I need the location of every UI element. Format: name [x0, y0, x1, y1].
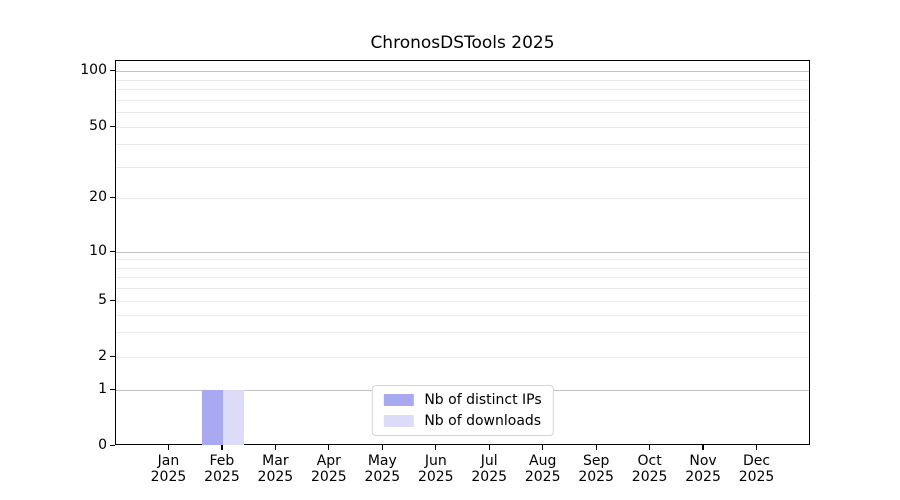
y-tick-label: 10: [89, 243, 107, 259]
minor-gridline: [116, 112, 809, 114]
x-tick-month: Nov: [689, 453, 717, 469]
y-tick-label: 20: [89, 189, 107, 205]
x-tick-label: Mar 2025: [243, 453, 307, 485]
x-tick-label: May 2025: [350, 453, 414, 485]
minor-gridline: [116, 144, 809, 146]
legend-label-downloads: Nb of downloads: [424, 413, 542, 429]
y-gridline: [116, 301, 809, 302]
y-tick-mark: [110, 355, 115, 357]
x-tick-year: 2025: [150, 469, 187, 485]
x-tick-mark: [274, 445, 277, 450]
x-tick-label: Aug 2025: [511, 453, 575, 485]
x-tick-year: 2025: [738, 469, 775, 485]
x-tick-mark: [542, 445, 544, 450]
x-tick-mark: [328, 445, 330, 450]
x-tick-year: 2025: [685, 469, 721, 485]
minor-gridline: [116, 259, 809, 261]
chart-title: ChronosDSTools 2025: [370, 33, 555, 53]
x-tick-year: 2025: [204, 469, 240, 485]
y-tick-label: 100: [80, 62, 107, 78]
y-tick-label: 5: [98, 292, 107, 308]
y-tick-mark: [110, 444, 115, 446]
plot-area: Nb of distinct IPs Nb of downloads: [115, 60, 810, 445]
x-tick-year: 2025: [524, 469, 561, 485]
x-tick-year: 2025: [257, 469, 294, 485]
x-tick-label: Feb 2025: [190, 453, 254, 485]
x-tick-month: Feb: [209, 453, 235, 469]
minor-gridline: [116, 277, 809, 279]
y-gridline: [116, 198, 809, 199]
x-tick-year: 2025: [311, 469, 347, 485]
x-tick-mark: [488, 445, 490, 450]
legend-swatch-downloads-icon: [383, 415, 414, 427]
bar-downloads: [222, 390, 245, 445]
y-tick-mark: [110, 69, 115, 71]
x-tick-year: 2025: [471, 469, 508, 485]
y-tick-mark: [110, 388, 115, 390]
x-tick-label: Jan 2025: [136, 453, 200, 485]
x-tick-mark: [167, 445, 170, 450]
x-tick-month: Jun: [424, 453, 447, 469]
legend-label-distinct-ips: Nb of distinct IPs: [424, 392, 542, 408]
legend-swatch-distinct-ips-icon: [383, 394, 414, 406]
legend: Nb of distinct IPs Nb of downloads: [371, 385, 554, 436]
x-tick-month: Sep: [582, 453, 610, 469]
y-gridline: [116, 127, 809, 128]
legend-entry-distinct-ips: Nb of distinct IPs: [383, 392, 542, 408]
bar-distinct-ips: [201, 390, 223, 445]
x-tick-month: Jan: [157, 453, 180, 469]
x-tick-year: 2025: [364, 469, 401, 485]
x-tick-month: Jul: [480, 453, 498, 469]
y-tick-mark: [110, 250, 115, 252]
minor-gridline: [116, 166, 809, 168]
legend-entry-downloads: Nb of downloads: [383, 413, 541, 429]
y-tick-mark: [110, 299, 115, 301]
x-tick-label: Jun 2025: [404, 453, 468, 485]
y-tick-mark: [110, 196, 115, 198]
x-tick-label: Sep 2025: [564, 453, 628, 485]
x-tick-mark: [755, 445, 758, 450]
x-tick-label: Apr 2025: [297, 453, 361, 485]
y-gridline: [116, 71, 809, 72]
minor-gridline: [116, 89, 809, 91]
x-tick-mark: [648, 445, 651, 450]
x-tick-month: Mar: [262, 453, 289, 469]
minor-gridline: [116, 99, 809, 101]
minor-gridline: [116, 267, 809, 269]
y-tick-label: 2: [98, 348, 107, 364]
minor-gridline: [116, 288, 809, 290]
y-gridline: [116, 252, 809, 253]
y-tick-label: 50: [89, 118, 107, 134]
minor-gridline: [116, 332, 809, 334]
x-tick-year: 2025: [417, 469, 454, 485]
x-tick-month: Oct: [637, 453, 662, 469]
x-tick-label: Jul 2025: [457, 453, 521, 485]
x-tick-label: Nov 2025: [671, 453, 735, 485]
x-tick-year: 2025: [578, 469, 614, 485]
x-tick-year: 2025: [631, 469, 668, 485]
y-gridline: [116, 357, 809, 358]
minor-gridline: [116, 314, 809, 316]
x-tick-mark: [381, 445, 383, 450]
x-tick-month: Apr: [316, 453, 341, 469]
x-tick-month: Dec: [742, 453, 771, 469]
y-tick-label: 0: [98, 437, 107, 453]
x-tick-label: Dec 2025: [725, 453, 789, 485]
x-tick-label: Oct 2025: [618, 453, 682, 485]
y-tick-label: 1: [98, 381, 107, 397]
y-tick-mark: [110, 125, 115, 127]
x-tick-month: May: [367, 453, 397, 469]
x-tick-month: Aug: [529, 453, 557, 469]
x-tick-mark: [221, 445, 223, 450]
x-tick-mark: [595, 445, 597, 450]
x-tick-mark: [702, 445, 704, 450]
x-tick-mark: [435, 445, 437, 450]
minor-gridline: [116, 79, 809, 81]
